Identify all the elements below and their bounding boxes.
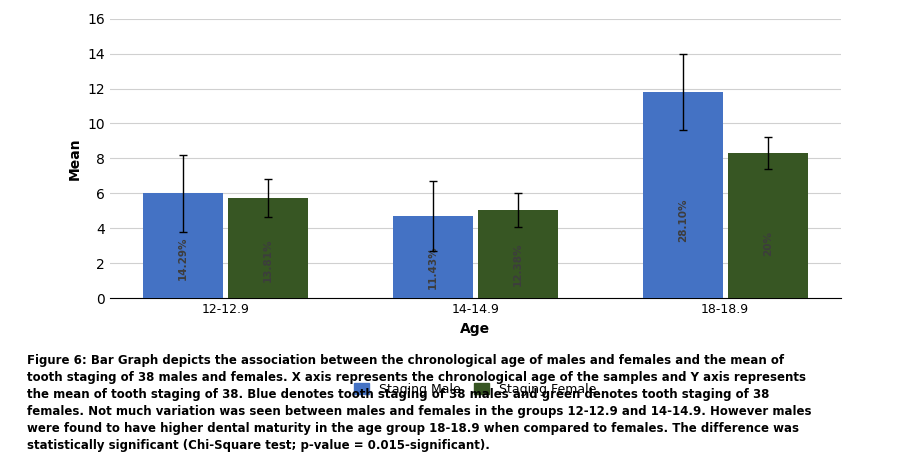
Text: 11.43%: 11.43% (428, 245, 438, 289)
Text: 13.81%: 13.81% (263, 238, 273, 282)
X-axis label: Age: Age (461, 322, 490, 336)
Y-axis label: Mean: Mean (68, 137, 81, 180)
Bar (643, 92, 723, 298)
Text: Figure 6: Bar Graph depicts the association between the chronological age of mal: Figure 6: Bar Graph depicts the associat… (27, 354, 812, 452)
Bar (728, 153, 808, 298)
Bar (478, 210, 558, 298)
Bar (228, 198, 308, 298)
Text: 12.38%: 12.38% (513, 243, 523, 287)
Legend: Staging Male, Staging Female: Staging Male, Staging Female (355, 383, 596, 396)
Bar (143, 193, 223, 298)
Text: 28.10%: 28.10% (677, 198, 687, 242)
Text: 14.29%: 14.29% (178, 237, 188, 280)
Text: 20%: 20% (762, 231, 772, 256)
Bar (393, 216, 473, 298)
